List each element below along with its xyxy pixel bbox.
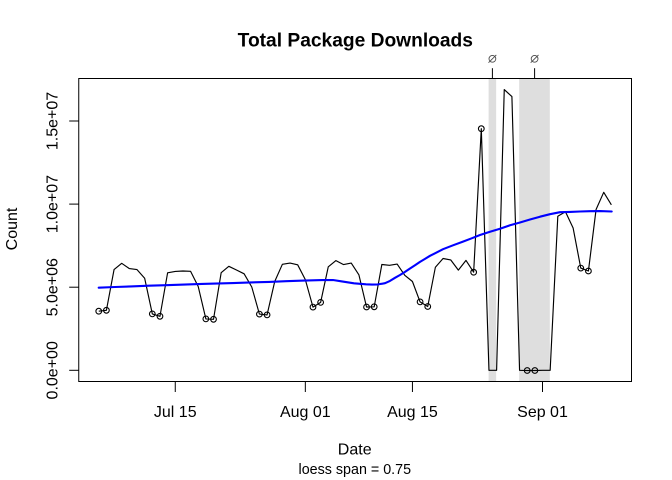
- svg-text:Sep 01: Sep 01: [517, 404, 568, 421]
- svg-text:loess span = 0.75: loess span = 0.75: [299, 462, 412, 478]
- svg-text:1.0e+07: 1.0e+07: [44, 175, 61, 233]
- svg-text:1.5e+07: 1.5e+07: [44, 92, 61, 150]
- svg-text:Aug 01: Aug 01: [280, 404, 331, 421]
- svg-text:5.0e+06: 5.0e+06: [44, 258, 61, 316]
- svg-text:0.0e+00: 0.0e+00: [44, 341, 61, 399]
- svg-text:Jul 15: Jul 15: [154, 404, 197, 421]
- svg-text:Total Package Downloads: Total Package Downloads: [238, 31, 473, 52]
- svg-text:Count: Count: [4, 207, 21, 250]
- svg-text:Date: Date: [338, 442, 372, 459]
- svg-text:Aug 15: Aug 15: [387, 404, 438, 421]
